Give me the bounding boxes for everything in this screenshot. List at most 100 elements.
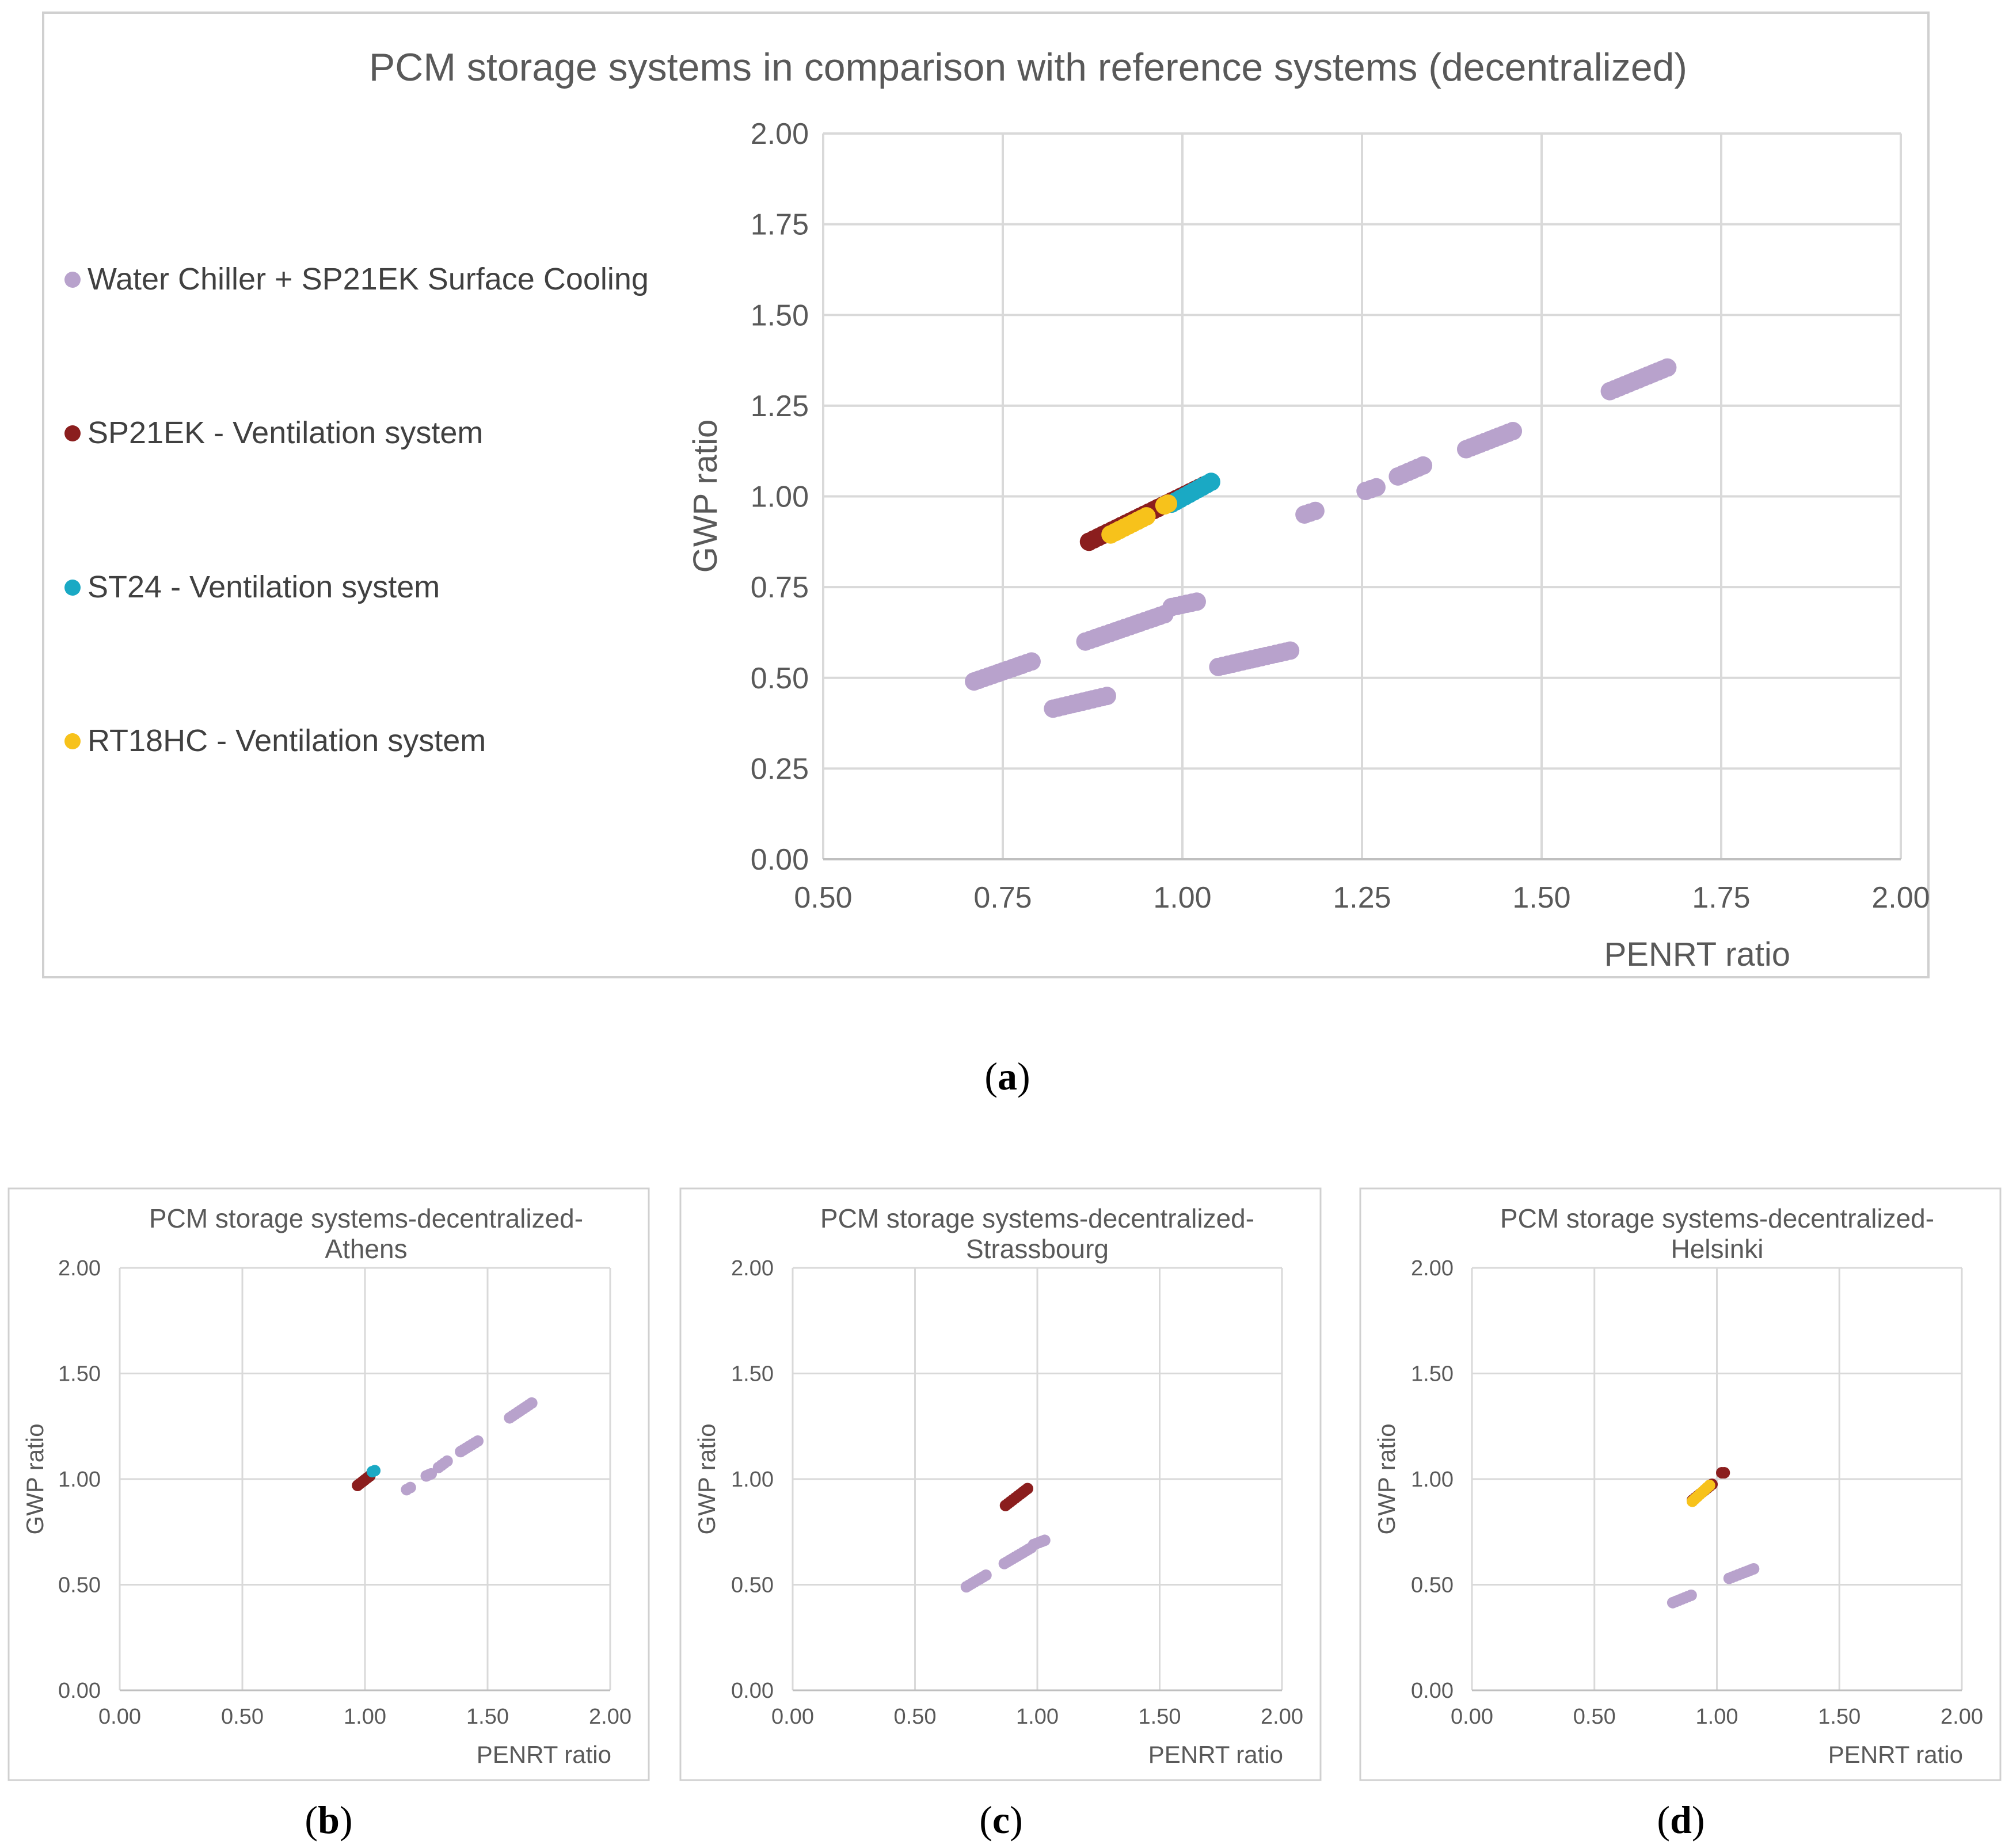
y-tick-label: 0.50 xyxy=(751,662,809,695)
y-tick-label: 1.75 xyxy=(751,208,809,242)
x-tick-label: 1.00 xyxy=(1696,1705,1738,1729)
x-tick-label: 0.50 xyxy=(794,881,852,915)
series-water_chiller xyxy=(960,1534,1051,1593)
x-axis-label: PENRT ratio xyxy=(1604,936,1790,973)
y-axis-label: GWP ratio xyxy=(687,420,724,573)
y-tick-label: 0.00 xyxy=(731,1679,774,1703)
legend-marker-sp21ek xyxy=(64,425,81,441)
data-point-water_chiller xyxy=(1187,592,1206,611)
y-tick-label: 1.50 xyxy=(751,299,809,332)
y-axis-label: GWP ratio xyxy=(693,1424,720,1535)
legend-entry: ST24 - Ventilation system xyxy=(87,570,440,604)
y-tick-label: 0.75 xyxy=(751,571,809,604)
caption-paren: ( xyxy=(984,1054,998,1098)
series-st24 xyxy=(366,1465,381,1478)
y-tick-label: 2.00 xyxy=(731,1256,774,1281)
x-tick-label: 0.00 xyxy=(98,1705,141,1729)
x-tick-label: 0.75 xyxy=(973,881,1032,915)
y-tick-label: 0.00 xyxy=(1411,1679,1454,1703)
y-tick-label: 1.50 xyxy=(58,1362,101,1386)
data-point-rt18hc xyxy=(1159,494,1178,513)
x-tick-label: 2.00 xyxy=(1261,1705,1303,1729)
legend-entry: Water Chiller + SP21EK Surface Cooling xyxy=(87,262,649,296)
series-rt18hc xyxy=(1686,1480,1715,1507)
x-tick-label: 1.50 xyxy=(1512,881,1570,915)
y-tick-label: 0.50 xyxy=(731,1573,774,1598)
x-tick-label: 1.50 xyxy=(1818,1705,1861,1729)
data-point-water_chiller xyxy=(471,1435,484,1447)
y-tick-label: 1.00 xyxy=(731,1468,774,1492)
chart-title-line: Athens xyxy=(325,1234,407,1264)
caption-paren: ( xyxy=(1657,1798,1670,1842)
chart-frame xyxy=(679,1187,1322,1781)
y-tick-label: 2.00 xyxy=(58,1256,101,1281)
legend-marker-water_chiller xyxy=(64,272,81,288)
caption-paren: ) xyxy=(340,1798,353,1842)
y-axis-label: GWP ratio xyxy=(1373,1424,1400,1535)
x-tick-label: 1.75 xyxy=(1692,881,1750,915)
chart-panel-c: PCM storage systems-decentralized-Strass… xyxy=(679,1187,1322,1842)
data-point-water_chiller xyxy=(441,1455,453,1467)
x-tick-label: 1.25 xyxy=(1333,881,1391,915)
y-tick-label: 0.00 xyxy=(58,1679,101,1703)
panel-caption: (a) xyxy=(984,1054,1030,1098)
series-water_chiller xyxy=(1667,1563,1760,1609)
data-point-sp21ek xyxy=(1022,1483,1033,1495)
data-point-water_chiller xyxy=(1097,687,1116,706)
chart-title: PCM storage systems in comparison with r… xyxy=(369,45,1687,89)
legend-marker-rt18hc xyxy=(64,733,81,749)
data-point-water_chiller xyxy=(1504,422,1523,441)
data-point-water_chiller xyxy=(1658,358,1677,377)
series-sp21ek xyxy=(999,1483,1033,1511)
y-tick-label: 1.00 xyxy=(58,1468,101,1492)
data-point-st24 xyxy=(369,1465,381,1477)
caption-paren: ) xyxy=(1692,1798,1705,1842)
x-tick-label: 0.50 xyxy=(894,1705,937,1729)
x-tick-label: 2.00 xyxy=(589,1705,631,1729)
data-point-rt18hc xyxy=(1703,1480,1715,1492)
series-rt18hc xyxy=(1101,494,1178,544)
caption-paren: ) xyxy=(1010,1798,1023,1842)
chart-title-line: PCM storage systems-decentralized- xyxy=(149,1203,583,1233)
legend-entry: SP21EK - Ventilation system xyxy=(87,416,483,450)
chart-title-line: PCM storage systems-decentralized- xyxy=(1500,1203,1934,1233)
caption-letter: a xyxy=(998,1054,1017,1098)
x-tick-label: 1.00 xyxy=(1016,1705,1059,1729)
data-point-water_chiller xyxy=(1038,1534,1051,1546)
x-tick-label: 1.50 xyxy=(466,1705,509,1729)
data-point-water_chiller xyxy=(1685,1589,1697,1601)
y-tick-label: 1.50 xyxy=(731,1362,774,1386)
chart-title-line: Helsinki xyxy=(1671,1234,1763,1264)
chart-legend: Water Chiller + SP21EK Surface Cooling SP… xyxy=(64,262,649,758)
data-point-water_chiller xyxy=(1281,641,1300,660)
y-tick-label: 0.25 xyxy=(751,752,809,786)
x-axis-label: PENRT ratio xyxy=(1148,1741,1283,1768)
chart-panel-b: PCM storage systems-decentralized-Athens… xyxy=(7,1187,650,1842)
chart-frame xyxy=(42,12,1930,978)
data-point-sp21ek xyxy=(1718,1466,1730,1479)
series-water_chiller xyxy=(965,358,1677,718)
series-water_chiller xyxy=(401,1397,538,1496)
x-tick-label: 0.50 xyxy=(221,1705,264,1729)
x-tick-label: 1.00 xyxy=(344,1705,386,1729)
data-point-water_chiller xyxy=(1414,456,1433,475)
data-point-water_chiller xyxy=(526,1397,538,1409)
chart-frame xyxy=(1359,1187,2002,1781)
caption-paren: ( xyxy=(979,1798,992,1842)
data-point-water_chiller xyxy=(404,1481,416,1493)
y-tick-label: 1.50 xyxy=(1411,1362,1454,1386)
y-tick-label: 0.50 xyxy=(1411,1573,1454,1598)
data-point-water_chiller xyxy=(1748,1563,1760,1575)
legend-entry: RT18HC - Ventilation system xyxy=(87,723,486,758)
chart-frame xyxy=(7,1187,650,1781)
data-point-water_chiller xyxy=(1367,478,1386,497)
data-point-st24 xyxy=(1201,473,1220,491)
data-point-rt18hc xyxy=(1137,507,1156,526)
caption-letter: d xyxy=(1670,1798,1692,1842)
y-tick-label: 0.50 xyxy=(58,1573,101,1598)
panel-caption: (d) xyxy=(1657,1798,1705,1842)
x-tick-label: 1.50 xyxy=(1139,1705,1181,1729)
caption-letter: b xyxy=(318,1798,340,1842)
data-point-water_chiller xyxy=(1306,501,1325,520)
